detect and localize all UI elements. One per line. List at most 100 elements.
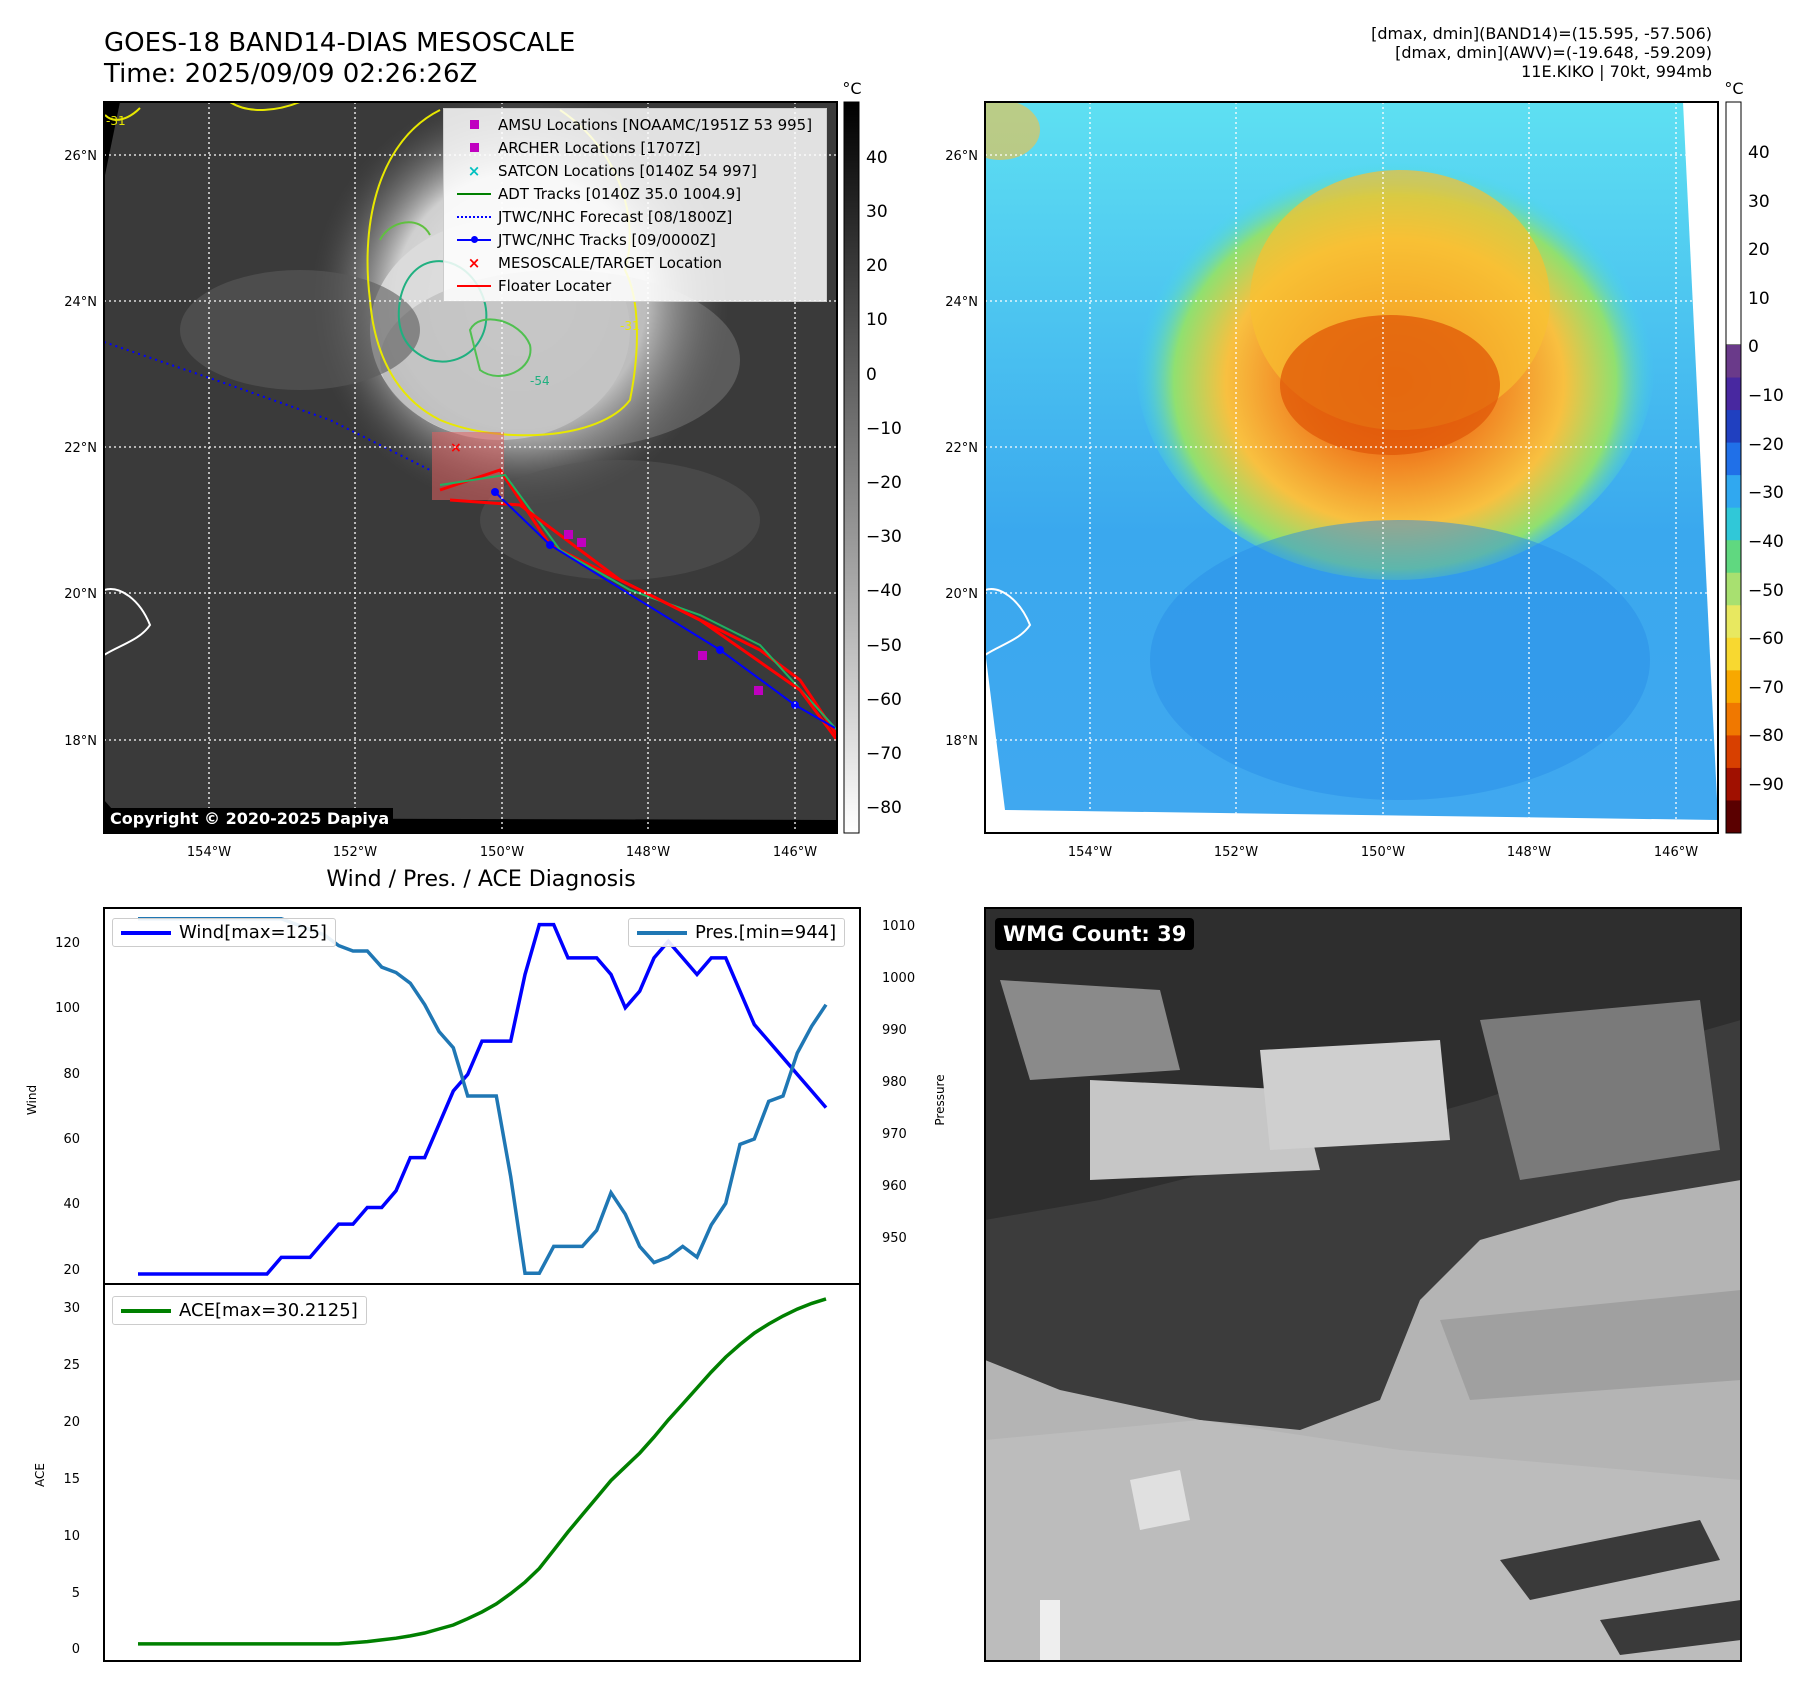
ace-series	[138, 1297, 827, 1646]
ir-colorbar	[843, 101, 860, 834]
ace-tick: 5	[72, 1586, 80, 1601]
contour-label-a: -31	[106, 114, 126, 128]
awv-colorbar-top	[1725, 101, 1742, 346]
ace-ylabel: ACE	[33, 1463, 47, 1487]
ace-tick: 15	[63, 1472, 80, 1487]
copyright-label: Copyright © 2020-2025 Dapiya	[106, 808, 394, 829]
pressure-ylabel: Pressure	[933, 1074, 947, 1125]
awv-colorbar-segment	[1726, 800, 1741, 834]
wmg-panel	[984, 907, 1742, 1662]
ir-cbar-tick: −60	[866, 690, 902, 710]
awv-colorbar-segment	[1726, 735, 1741, 769]
awv-cbar-tick: 0	[1748, 337, 1759, 357]
stats-band14: [dmax, dmin](BAND14)=(15.595, -57.506)	[1371, 24, 1712, 43]
contour-label-b: -31	[620, 319, 640, 333]
x-marker-icon: ×	[467, 253, 481, 272]
ir-cbar-tick: −70	[866, 744, 902, 764]
legend-item-archer: ARCHER Locations [1707Z]	[450, 136, 820, 159]
wind-legend: Wind[max=125]	[112, 918, 336, 947]
line-dot-icon	[450, 236, 498, 243]
awv-cbar-tick: −90	[1748, 775, 1784, 795]
legend-item-mesoscale: × MESOSCALE/TARGET Location	[450, 251, 820, 274]
awv-cbar-tick: −40	[1748, 532, 1784, 552]
pres-tick: 950	[882, 1231, 907, 1246]
ir-lat-tick: 20°N	[64, 587, 97, 602]
legend-item-forecast: JTWC/NHC Forecast [08/1800Z]	[450, 205, 820, 228]
awv-lon-ticks: 154°W 152°W 150°W 148°W 146°W	[1068, 845, 1698, 860]
awv-cbar-tick: −60	[1748, 629, 1784, 649]
ace-legend: ACE[max=30.2125]	[112, 1296, 367, 1325]
awv-lat-tick: 18°N	[945, 734, 978, 749]
awv-colorbar-segment	[1726, 670, 1741, 704]
pres-tick: 970	[882, 1127, 907, 1142]
wmg-count-badge: WMG Count: 39	[995, 918, 1195, 950]
awv-cbar-tick: −80	[1748, 726, 1784, 746]
ir-lon-tick: 154°W	[187, 845, 231, 860]
ir-cbar-tick: −40	[866, 581, 902, 601]
x-marker-icon: ×	[467, 161, 481, 180]
awv-colorbar-segment	[1726, 475, 1741, 509]
awv-lat-ticks: 26°N 24°N 22°N 20°N 18°N	[945, 149, 978, 749]
awv-cbar-tick: 30	[1748, 192, 1770, 212]
stats-block: [dmax, dmin](BAND14)=(15.595, -57.506) […	[1371, 24, 1712, 81]
legend-item-adt: ADT Tracks [0140Z 35.0 1004.9]	[450, 182, 820, 205]
awv-cbar-tick: −10	[1748, 386, 1784, 406]
ir-cbar-tick: 40	[866, 148, 888, 168]
ace-axis-ticks: 30 25 20 15 10 5 0	[63, 1301, 80, 1657]
awv-lon-tick: 150°W	[1361, 845, 1405, 860]
ir-cbar-tick: −30	[866, 527, 902, 547]
awv-colorbar-segment	[1726, 377, 1741, 411]
pressure-axis-ticks: 1010 1000 990 980 970 960 950	[882, 919, 915, 1246]
awv-lat-tick: 22°N	[945, 441, 978, 456]
wind-tick: 80	[63, 1067, 80, 1082]
ace-tick: 0	[72, 1642, 80, 1657]
title-line-time: Time: 2025/09/09 02:26:26Z	[104, 59, 478, 89]
pres-tick: 990	[882, 1023, 907, 1038]
wind-tick: 20	[63, 1263, 80, 1278]
ir-lat-ticks: 26°N 24°N 22°N 20°N 18°N	[64, 149, 97, 749]
ir-cbar-tick: 10	[866, 310, 888, 330]
awv-cbar-tick: −70	[1748, 678, 1784, 698]
ace-tick: 10	[63, 1529, 80, 1544]
awv-cbar-tick: −30	[1748, 483, 1784, 503]
ir-cbar-tick: 30	[866, 202, 888, 222]
ir-lat-tick: 18°N	[64, 734, 97, 749]
ir-lon-tick: 146°W	[773, 845, 817, 860]
stats-awv: [dmax, dmin](AWV)=(-19.648, -59.209)	[1395, 43, 1712, 62]
diagnosis-title: Wind / Pres. / ACE Diagnosis	[326, 867, 635, 892]
awv-colorbar-unit: °C	[1724, 79, 1743, 98]
ir-lat-tick: 26°N	[64, 149, 97, 164]
ace-tick: 30	[63, 1301, 80, 1316]
ace-panel	[103, 1283, 861, 1662]
stats-storm: 11E.KIKO | 70kt, 994mb	[1521, 62, 1712, 81]
pres-tick: 980	[882, 1075, 907, 1090]
pres-tick: 1010	[882, 919, 915, 934]
pressure-line-icon	[637, 930, 687, 935]
ir-cbar-tick: 0	[866, 365, 877, 385]
awv-lat-tick: 20°N	[945, 587, 978, 602]
legend-item-amsu: AMSU Locations [NOAAMC/1951Z 53 995]	[450, 113, 820, 136]
pres-tick: 1000	[882, 971, 915, 986]
legend-item-tracks: JTWC/NHC Tracks [09/0000Z]	[450, 228, 820, 251]
pressure-legend: Pres.[min=944]	[628, 918, 846, 947]
awv-cbar-tick: 20	[1748, 240, 1770, 260]
awv-colorbar-segment	[1726, 442, 1741, 476]
awv-cbar-tick: 10	[1748, 289, 1770, 309]
line-icon	[450, 284, 498, 287]
awv-colorbar-ticks: 40 30 20 10 0 −10 −20 −30 −40 −50 −60 −7…	[1748, 143, 1784, 795]
square-marker-icon	[450, 143, 498, 152]
ir-lat-tick: 24°N	[64, 295, 97, 310]
contour-label-c: -54	[530, 374, 550, 388]
ir-lon-ticks: 154°W 152°W 150°W 148°W 146°W	[187, 845, 817, 860]
svg-text:×: ×	[450, 440, 462, 456]
awv-colorbar-segment	[1726, 572, 1741, 606]
awv-lon-tick: 146°W	[1654, 845, 1698, 860]
awv-colorbar-segment	[1726, 702, 1741, 736]
ir-colorbar-unit: °C	[842, 79, 861, 98]
ir-cbar-tick: −80	[866, 798, 902, 818]
figure-title: GOES-18 BAND14-DIAS MESOSCALE Time: 2025…	[104, 28, 575, 90]
wind-tick: 100	[55, 1001, 80, 1016]
wind-axis-ticks: 120 100 80 60 40 20	[55, 936, 80, 1278]
square-marker-icon	[450, 120, 498, 129]
